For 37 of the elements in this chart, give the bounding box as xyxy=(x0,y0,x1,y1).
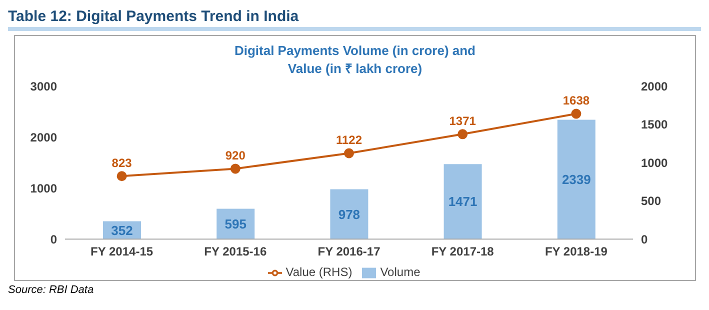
point xyxy=(344,148,354,158)
y2-tick-label: 1500 xyxy=(641,118,668,132)
data-label: 823 xyxy=(112,156,132,170)
point xyxy=(571,108,582,119)
bar xyxy=(444,164,482,240)
point xyxy=(230,164,240,174)
legend-label: Volume xyxy=(380,265,420,280)
y2-tick-label: 0 xyxy=(641,232,648,246)
chart-subtitle: Digital Payments Volume (in crore) and Value (in ₹ lakh crore) xyxy=(233,42,477,78)
legend-label: Value (RHS) xyxy=(286,265,352,280)
data-label: 1638 xyxy=(562,94,590,108)
x-tick-label: FY 2017-18 xyxy=(431,244,494,259)
bar xyxy=(557,120,596,240)
data-label: 1471 xyxy=(448,194,478,210)
data-label: 920 xyxy=(225,148,246,163)
x-tick-label: FY 2014-15 xyxy=(90,244,154,259)
y-tick-label: 1000 xyxy=(30,181,58,196)
y2-tick-label: 2000 xyxy=(641,79,668,94)
data-label: 978 xyxy=(338,206,360,222)
y-tick-label: 0 xyxy=(50,232,58,246)
x-tick-label: FY 2018-19 xyxy=(544,244,608,259)
point xyxy=(458,129,468,140)
data-label: 595 xyxy=(224,216,246,232)
x-tick-label: FY 2015-16 xyxy=(204,244,267,259)
y2-tick-label: 1000 xyxy=(641,156,668,170)
bar xyxy=(330,189,368,240)
data-label: 2339 xyxy=(562,172,591,188)
data-label: 1122 xyxy=(336,133,362,148)
data-label: 1371 xyxy=(449,114,476,128)
data-label: 352 xyxy=(111,222,133,238)
point xyxy=(116,171,127,182)
y-tick-label: 2000 xyxy=(30,130,58,144)
y2-tick-label: 500 xyxy=(641,194,662,208)
y-tick-label: 3000 xyxy=(30,79,58,94)
x-tick-label: FY 2016-17 xyxy=(318,244,381,259)
source-note: Source: RBI Data xyxy=(8,284,95,296)
chart-title: Table 12: Digital Payments Trend in India xyxy=(8,8,701,31)
